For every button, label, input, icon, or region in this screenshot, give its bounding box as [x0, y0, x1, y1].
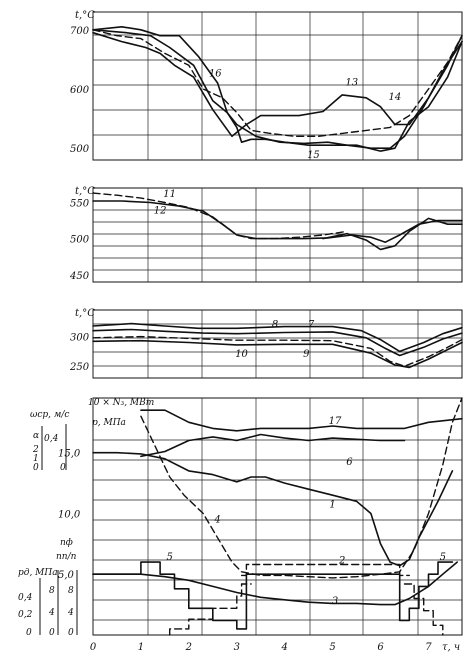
x-tick-label: 6 — [377, 642, 384, 653]
curve-label-15: 15 — [307, 150, 320, 161]
series-14-line — [92, 29, 463, 138]
series-1-line — [92, 451, 454, 567]
y-axis-label: t,°C — [75, 10, 95, 21]
omega-tick-label: 0 — [60, 463, 66, 473]
curve-label-9: 9 — [303, 349, 310, 360]
left-header-pd: pд, МПа — [18, 568, 58, 578]
series-16-line — [92, 25, 463, 152]
pd-tick-label: 0,4 — [18, 593, 33, 603]
series-3-line — [92, 561, 459, 606]
curve-label-10: 10 — [235, 349, 248, 360]
curve-label-14: 14 — [389, 92, 402, 103]
series-11-line — [92, 192, 348, 240]
n2-tick-label: 0 — [68, 628, 74, 638]
series-4-line — [140, 397, 463, 579]
series-8-line — [92, 328, 463, 357]
curve-label-13: 13 — [345, 77, 358, 88]
n-tick-label: 4 — [48, 608, 55, 618]
curve-label-4: 4 — [213, 514, 220, 525]
alpha-tick-label: 2 — [32, 445, 39, 455]
series-6-line — [140, 433, 406, 458]
curve-label-12: 12 — [154, 206, 167, 217]
x-tick-label: 5 — [329, 642, 335, 653]
curve-label-5: 5 — [166, 552, 172, 563]
n2-tick-label: 4 — [67, 608, 74, 618]
y-tick-label: 10,0 — [58, 509, 81, 520]
series-10-line — [92, 339, 463, 369]
curve-label-5: 5 — [440, 552, 446, 563]
series-extra-6-line — [168, 583, 252, 636]
y-tick-label: 5,0 — [58, 570, 75, 581]
pd-tick-label: 0 — [26, 628, 32, 638]
n-tick-label: 8 — [49, 586, 55, 596]
curve-label-8: 8 — [272, 320, 278, 331]
curve-label-7: 7 — [308, 320, 315, 331]
curve-label-16: 16 — [209, 68, 222, 79]
y-tick-label: 550 — [70, 198, 90, 209]
left-header-nf: nф — [60, 538, 73, 548]
y-tick-label: 250 — [69, 362, 90, 373]
plot-frame — [92, 11, 463, 161]
x-axis-label: τ, ч — [442, 642, 460, 653]
y-tick-label: 300 — [70, 333, 90, 344]
y-axis-label: t,°C — [75, 308, 95, 319]
left-header-p: p, МПа — [92, 418, 126, 428]
x-tick-label: 1 — [138, 642, 144, 653]
pd-tick-label: 0,2 — [18, 610, 33, 620]
omega-tick-label: 0,4 — [44, 434, 59, 444]
left-header-omega: ωср, м/с — [30, 410, 69, 420]
n-tick-label: 0 — [49, 628, 55, 638]
curve-label-6: 6 — [346, 457, 353, 468]
left-header-n3: 10 × N₃, МВт — [88, 398, 154, 408]
series-12-line — [92, 200, 463, 243]
series-extra-7-line — [403, 583, 444, 636]
x-tick-label: 7 — [425, 642, 432, 653]
x-tick-label: 2 — [185, 642, 192, 653]
x-tick-label: 3 — [234, 642, 240, 653]
series-7-line — [92, 322, 463, 353]
y-tick-label: 600 — [70, 85, 90, 96]
y-tick-label: 450 — [69, 271, 90, 282]
curve-label-11: 11 — [163, 189, 176, 200]
y-tick-label: 500 — [70, 144, 90, 155]
curve-label-3: 3 — [332, 596, 338, 607]
curve-label-17: 17 — [329, 416, 342, 427]
n2-tick-label: 8 — [68, 586, 74, 596]
series-15-line — [92, 28, 463, 149]
alpha-tick-label: 0 — [33, 463, 39, 473]
series-5-line — [92, 561, 454, 630]
alpha-tick-label: 1 — [33, 454, 39, 464]
series-extra-2-line — [322, 217, 463, 251]
x-tick-label: 4 — [281, 642, 288, 653]
y-tick-label: 700 — [70, 26, 90, 37]
curve-label-1: 1 — [329, 500, 335, 511]
series-9-line — [92, 335, 463, 367]
chart-panels — [39, 11, 463, 636]
y-tick-label: 500 — [70, 235, 90, 246]
y-tick-label: 15,0 — [58, 449, 81, 460]
curve-label-2: 2 — [338, 556, 345, 567]
alpha-tick-label: α — [33, 431, 39, 441]
series-13-line — [92, 31, 463, 138]
left-header-npp: nп/п — [56, 552, 77, 562]
series-17-line — [140, 409, 463, 432]
x-tick-label: 0 — [90, 642, 97, 653]
y-axis-label: t,°C — [75, 186, 95, 197]
